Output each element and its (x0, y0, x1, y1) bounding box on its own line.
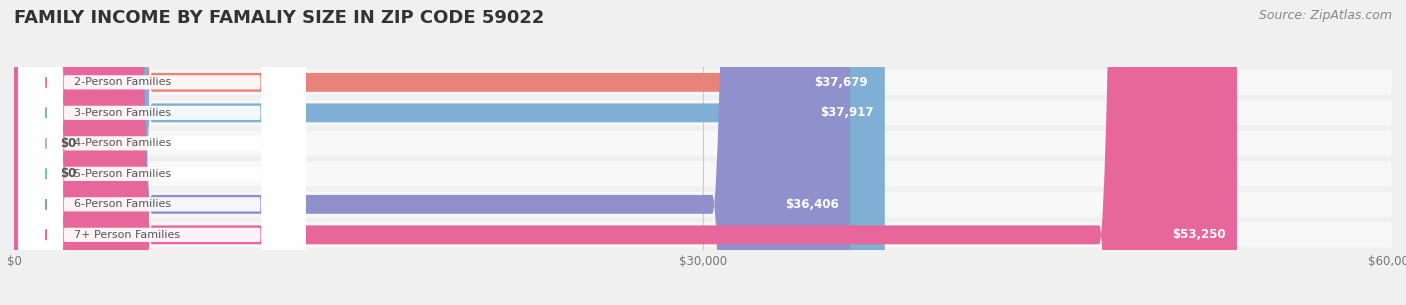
Text: 5-Person Families: 5-Person Families (73, 169, 172, 179)
FancyBboxPatch shape (14, 0, 1237, 305)
FancyBboxPatch shape (18, 0, 305, 305)
FancyBboxPatch shape (18, 0, 305, 305)
FancyBboxPatch shape (14, 222, 1392, 247)
Text: $37,679: $37,679 (814, 76, 868, 89)
FancyBboxPatch shape (14, 0, 851, 305)
FancyBboxPatch shape (14, 131, 1392, 156)
FancyBboxPatch shape (14, 0, 884, 305)
FancyBboxPatch shape (14, 100, 1392, 125)
Text: 2-Person Families: 2-Person Families (73, 77, 172, 87)
Text: FAMILY INCOME BY FAMALIY SIZE IN ZIP CODE 59022: FAMILY INCOME BY FAMALIY SIZE IN ZIP COD… (14, 9, 544, 27)
FancyBboxPatch shape (18, 0, 305, 305)
FancyBboxPatch shape (14, 0, 42, 305)
Text: $36,406: $36,406 (785, 198, 838, 211)
FancyBboxPatch shape (18, 0, 305, 305)
Text: $37,917: $37,917 (820, 106, 873, 119)
Text: $0: $0 (60, 167, 76, 180)
FancyBboxPatch shape (14, 192, 1392, 217)
Text: $0: $0 (60, 137, 76, 150)
Text: 3-Person Families: 3-Person Families (73, 108, 172, 118)
Text: Source: ZipAtlas.com: Source: ZipAtlas.com (1258, 9, 1392, 22)
Text: 7+ Person Families: 7+ Person Families (73, 230, 180, 240)
Text: 6-Person Families: 6-Person Families (73, 199, 172, 209)
FancyBboxPatch shape (18, 0, 305, 305)
FancyBboxPatch shape (14, 70, 1392, 95)
FancyBboxPatch shape (14, 0, 42, 305)
FancyBboxPatch shape (18, 0, 305, 305)
Text: 4-Person Families: 4-Person Families (73, 138, 172, 148)
FancyBboxPatch shape (14, 0, 879, 305)
FancyBboxPatch shape (14, 161, 1392, 186)
Text: $53,250: $53,250 (1171, 228, 1226, 241)
